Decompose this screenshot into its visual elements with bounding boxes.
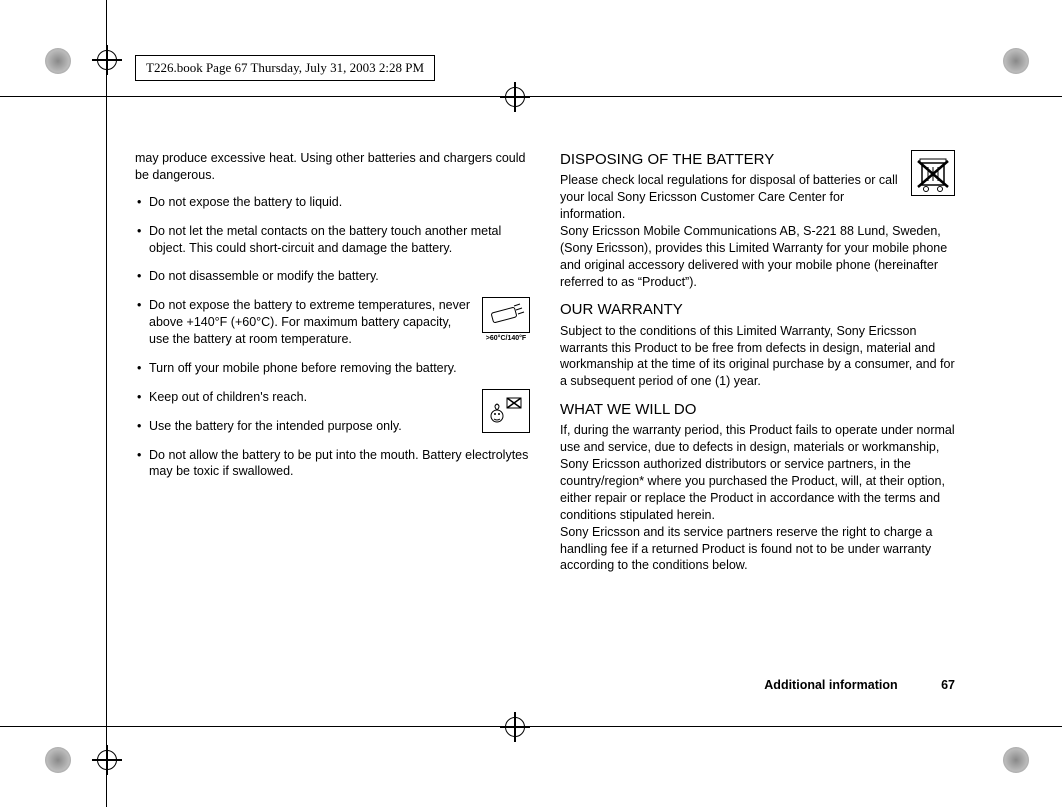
crop-line-top xyxy=(0,96,1062,97)
crop-cross-icon xyxy=(500,712,530,742)
no-trash-bin-icon xyxy=(911,150,955,196)
list-item: Do not expose the battery to liquid. xyxy=(135,194,530,211)
crop-cross-icon xyxy=(500,82,530,112)
left-column: may produce excessive heat. Using other … xyxy=(135,150,530,584)
temp-caption: >60°C/140°F xyxy=(482,334,530,343)
list-item-text: Do not expose the battery to extreme tem… xyxy=(149,298,470,346)
what-we-do-body: If, during the warranty period, this Pro… xyxy=(560,422,955,574)
section-title-warranty: OUR WARRANTY xyxy=(560,300,955,320)
disposing-body: Please check local regulations for dispo… xyxy=(560,172,955,290)
list-item: Turn off your mobile phone before removi… xyxy=(135,360,530,377)
crop-line-bottom xyxy=(0,726,1062,727)
list-item: >60°C/140°F Do not expose the battery to… xyxy=(135,297,530,348)
crop-dot-icon xyxy=(45,747,71,773)
crop-dot-icon xyxy=(1003,747,1029,773)
crop-cross-icon xyxy=(92,745,122,775)
footer-section-label: Additional information xyxy=(764,678,897,692)
list-item: Keep out of children's reach. xyxy=(135,389,530,406)
header-text: T226.book Page 67 Thursday, July 31, 200… xyxy=(146,60,424,75)
page-header: T226.book Page 67 Thursday, July 31, 200… xyxy=(135,55,435,81)
list-item: Use the battery for the intended purpose… xyxy=(135,418,530,435)
right-column: DISPOSING OF THE BATTERY Please check lo… xyxy=(560,150,955,584)
list-item-text: Keep out of children's reach. xyxy=(149,390,307,404)
footer-page-number: 67 xyxy=(941,678,955,692)
warranty-body: Subject to the conditions of this Limite… xyxy=(560,323,955,391)
crop-dot-icon xyxy=(1003,48,1029,74)
crop-cross-icon xyxy=(92,45,122,75)
section-title-what-we-do: WHAT WE WILL DO xyxy=(560,400,955,420)
battery-temperature-icon: >60°C/140°F xyxy=(482,297,530,343)
crop-dot-icon xyxy=(45,48,71,74)
list-item: Do not let the metal contacts on the bat… xyxy=(135,223,530,257)
intro-paragraph: may produce excessive heat. Using other … xyxy=(135,150,530,184)
crop-line-left xyxy=(106,0,107,807)
list-item: Do not disassemble or modify the battery… xyxy=(135,268,530,285)
section-title-disposing: DISPOSING OF THE BATTERY xyxy=(560,150,955,170)
page-content: may produce excessive heat. Using other … xyxy=(135,150,955,584)
list-item: Do not allow the battery to be put into … xyxy=(135,447,530,481)
page-footer: Additional information 67 xyxy=(560,678,955,692)
battery-bullet-list: Do not expose the battery to liquid. Do … xyxy=(135,194,530,481)
